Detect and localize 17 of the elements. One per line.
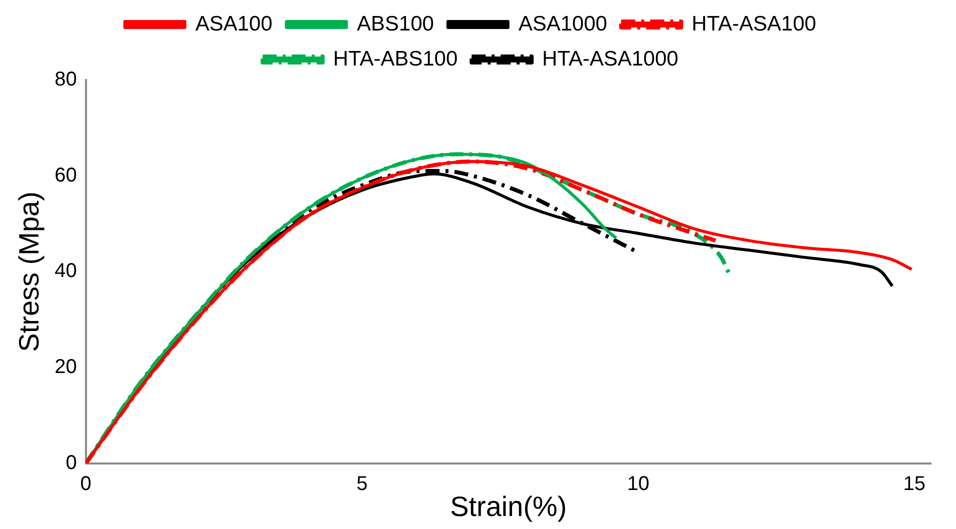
y-tick-label: 60 — [54, 164, 77, 186]
x-tick-label: 0 — [80, 472, 92, 495]
y-tick-label: 20 — [54, 356, 77, 378]
y-tick-label: 80 — [54, 68, 77, 91]
legend-label: ASA100 — [195, 12, 272, 36]
y-axis-title: Stress (Mpa) — [14, 192, 45, 352]
legend-label: ABS100 — [356, 12, 434, 36]
legend-label: HTA-ASA100 — [692, 12, 816, 36]
legend-label: HTA-ASA1000 — [542, 47, 678, 70]
y-tick-label: 0 — [66, 452, 77, 474]
x-axis-title: Strain(%) — [450, 490, 567, 522]
x-tick-label: 15 — [903, 472, 926, 495]
y-tick-label: 40 — [54, 260, 77, 282]
x-tick-label: 5 — [356, 472, 368, 495]
legend-label: ASA1000 — [518, 12, 608, 36]
x-tick-label: 10 — [627, 472, 650, 495]
legend-label: HTA-ABS100 — [333, 47, 458, 70]
